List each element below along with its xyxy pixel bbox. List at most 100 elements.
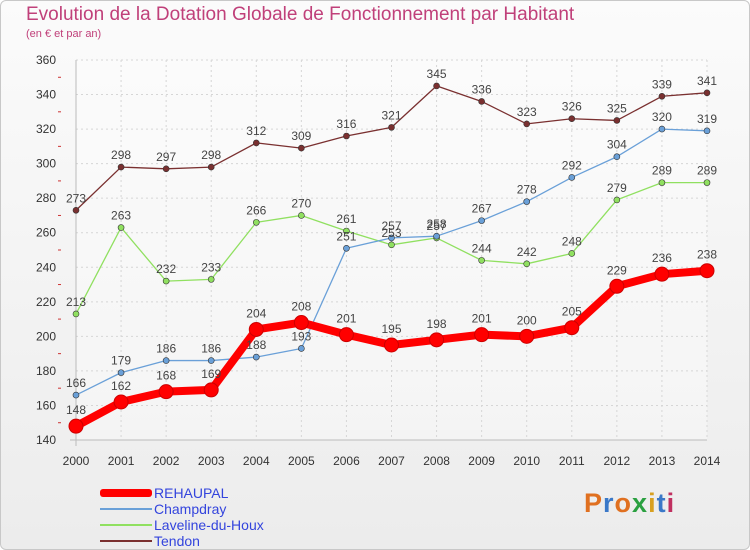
point-rehaupal-2005 [293, 315, 309, 331]
point-laveline-du-houx-2013 [658, 179, 666, 186]
data-label-tendon-2002: 297 [156, 150, 176, 164]
data-label-champdray-2012: 304 [607, 138, 627, 152]
data-label-rehaupal-2005: 208 [291, 300, 311, 314]
point-tendon-2000 [72, 206, 80, 214]
data-label-rehaupal-2006: 201 [336, 312, 356, 326]
data-label-champdray-2006: 251 [336, 229, 356, 243]
chart-title: Evolution de la Dotation Globale de Fonc… [26, 4, 575, 25]
x-tick-label-2001: 2001 [108, 454, 135, 468]
data-label-tendon-2014: 341 [697, 74, 717, 88]
data-label-rehaupal-2002: 168 [156, 369, 176, 383]
point-rehaupal-2001 [113, 394, 129, 410]
x-tick-label-2002: 2002 [153, 454, 180, 468]
point-laveline-du-houx-2006 [343, 227, 350, 235]
logo-letter: i [666, 488, 676, 518]
data-label-laveline-du-houx-2004: 266 [246, 203, 266, 217]
point-tendon-2013 [658, 92, 666, 100]
data-label-rehaupal-2013: 236 [652, 251, 672, 265]
y-tick-label-140: 140 [36, 433, 56, 447]
data-label-champdray-2011: 292 [562, 158, 582, 172]
y-tick-label-320: 320 [36, 122, 56, 136]
data-label-tendon-2009: 336 [472, 82, 492, 96]
data-label-champdray-2001: 179 [111, 354, 131, 368]
data-label-tendon-2005: 309 [291, 129, 311, 143]
point-champdray-2005 [298, 345, 305, 352]
y-tick-label-340: 340 [36, 88, 56, 102]
point-rehaupal-2014 [699, 263, 715, 279]
data-label-laveline-du-houx-2009: 244 [472, 241, 492, 255]
point-laveline-du-houx-2002 [162, 277, 170, 285]
x-tick-label-2003: 2003 [198, 454, 225, 468]
point-tendon-2011 [568, 115, 576, 123]
x-tick-label-2010: 2010 [513, 454, 540, 468]
point-rehaupal-2009 [474, 327, 490, 343]
data-label-champdray-2003: 186 [201, 342, 221, 356]
x-tick-label-2012: 2012 [604, 454, 631, 468]
x-tick-label-2008: 2008 [423, 454, 450, 468]
data-label-champdray-2014: 319 [697, 112, 717, 126]
chart-subtitle: (en € et par an) [26, 28, 102, 40]
point-rehaupal-2013 [654, 266, 670, 282]
point-rehaupal-2010 [519, 328, 535, 344]
y-tick-label-220: 220 [36, 295, 56, 309]
legend-swatch-champdray [100, 508, 152, 510]
legend-label-tendon: Tendon [154, 533, 200, 549]
point-laveline-du-houx-2011 [568, 250, 576, 257]
proxiti-logo: Proxiti [584, 488, 675, 519]
x-tick-label-2014: 2014 [694, 454, 721, 468]
data-label-rehaupal-2011: 205 [562, 305, 582, 319]
x-tick-label-2006: 2006 [333, 454, 360, 468]
data-label-laveline-du-houx-2007: 253 [381, 226, 401, 240]
logo-letter: r [603, 488, 615, 518]
point-laveline-du-houx-2005 [298, 212, 305, 219]
legend-swatch-tendon [100, 540, 152, 542]
y-tick-label-260: 260 [36, 226, 56, 240]
logo-letter: o [614, 488, 633, 518]
point-rehaupal-2003 [203, 382, 219, 398]
data-label-laveline-du-houx-2011: 248 [562, 234, 582, 248]
data-label-tendon-2006: 316 [336, 117, 356, 131]
point-tendon-2004 [252, 139, 260, 147]
data-label-rehaupal-2008: 198 [427, 317, 447, 331]
data-label-champdray-2008: 258 [427, 217, 447, 231]
data-label-champdray-2010: 278 [517, 183, 537, 197]
point-champdray-2010 [523, 198, 531, 205]
point-rehaupal-2000 [68, 418, 84, 434]
legend-item-tendon: Tendon [100, 533, 360, 549]
legend-swatch-laveline-du-houx [100, 524, 152, 526]
x-tick-label-2011: 2011 [559, 454, 585, 468]
x-tick-label-2009: 2009 [468, 454, 495, 468]
point-tendon-2008 [433, 82, 440, 90]
data-label-laveline-du-houx-2008: 257 [427, 219, 447, 233]
data-label-tendon-2011: 326 [562, 100, 582, 114]
point-laveline-du-houx-2009 [478, 257, 485, 264]
data-label-tendon-2000: 273 [66, 191, 86, 205]
y-tick-label-180: 180 [36, 364, 56, 378]
data-label-tendon-2004: 312 [246, 124, 266, 138]
data-label-laveline-du-houx-2002: 232 [156, 262, 176, 276]
data-label-tendon-2008: 345 [427, 67, 447, 81]
legend: REHAUPAL Champdray Laveline-du-Houx Tend… [100, 485, 360, 549]
logo-letter: t [656, 488, 667, 518]
data-label-laveline-du-houx-2000: 213 [66, 295, 86, 309]
y-tick-label-240: 240 [36, 260, 56, 274]
point-rehaupal-2007 [384, 337, 399, 353]
data-label-rehaupal-2003: 169 [201, 367, 221, 381]
data-label-champdray-2007: 257 [381, 219, 401, 233]
data-label-laveline-du-houx-2012: 279 [607, 181, 627, 195]
point-tendon-2006 [343, 132, 350, 140]
y-tick-label-280: 280 [36, 191, 56, 205]
data-label-rehaupal-2014: 238 [697, 248, 717, 262]
logo-letter: x [632, 488, 649, 518]
data-label-champdray-2013: 320 [652, 110, 672, 124]
x-tick-label-2004: 2004 [243, 454, 270, 468]
point-tendon-2007 [388, 124, 395, 131]
point-champdray-2009 [478, 217, 485, 224]
point-laveline-du-houx-2004 [252, 219, 260, 226]
data-label-rehaupal-2007: 195 [381, 322, 401, 336]
point-champdray-2013 [658, 125, 666, 133]
x-tick-label-2000: 2000 [63, 454, 90, 468]
point-champdray-2006 [343, 244, 350, 252]
legend-label-laveline-du-houx: Laveline-du-Houx [154, 517, 264, 533]
